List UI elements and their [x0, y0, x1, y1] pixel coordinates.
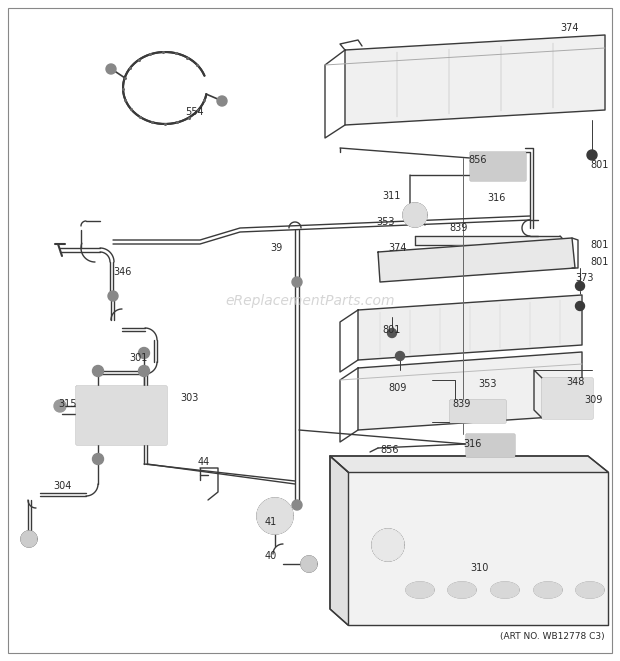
Text: 316: 316: [487, 193, 505, 203]
Polygon shape: [330, 456, 608, 472]
Bar: [450, 400, 505, 422]
Polygon shape: [378, 238, 575, 282]
Circle shape: [301, 556, 317, 572]
Circle shape: [388, 329, 397, 338]
Circle shape: [292, 277, 302, 287]
Text: 310: 310: [470, 563, 489, 573]
Polygon shape: [358, 295, 582, 360]
Circle shape: [106, 64, 116, 74]
Polygon shape: [76, 386, 166, 444]
Text: 353: 353: [478, 379, 497, 389]
Text: 839: 839: [452, 399, 471, 409]
Ellipse shape: [534, 582, 562, 598]
Text: 311: 311: [382, 191, 401, 201]
Text: 316: 316: [463, 439, 481, 449]
Circle shape: [257, 498, 293, 534]
Text: 801: 801: [382, 325, 401, 335]
Text: 374: 374: [560, 23, 578, 33]
Circle shape: [21, 531, 37, 547]
Text: 374: 374: [388, 243, 407, 253]
Text: 801: 801: [590, 257, 608, 267]
Ellipse shape: [406, 582, 434, 598]
Text: 856: 856: [468, 155, 487, 165]
Text: 373: 373: [575, 273, 593, 283]
Text: 301: 301: [129, 353, 148, 363]
Ellipse shape: [491, 582, 519, 598]
Text: 353: 353: [376, 217, 394, 227]
Circle shape: [92, 453, 104, 465]
Polygon shape: [348, 472, 608, 625]
Circle shape: [92, 366, 104, 377]
Circle shape: [108, 291, 118, 301]
Text: 346: 346: [113, 267, 131, 277]
Circle shape: [54, 400, 66, 412]
Text: 40: 40: [265, 551, 277, 561]
Circle shape: [138, 348, 149, 358]
Polygon shape: [345, 35, 605, 125]
Bar: [470, 152, 525, 180]
Text: 309: 309: [584, 395, 603, 405]
Text: 41: 41: [265, 517, 277, 527]
Ellipse shape: [576, 582, 604, 598]
Circle shape: [575, 282, 585, 290]
Text: 801: 801: [590, 160, 608, 170]
Polygon shape: [358, 352, 582, 430]
Circle shape: [575, 301, 585, 311]
Circle shape: [138, 366, 149, 377]
Circle shape: [587, 150, 597, 160]
Text: 303: 303: [180, 393, 198, 403]
Text: 39: 39: [270, 243, 282, 253]
Circle shape: [292, 500, 302, 510]
Text: 304: 304: [53, 481, 71, 491]
Circle shape: [403, 203, 427, 227]
Circle shape: [217, 96, 227, 106]
Text: 801: 801: [590, 240, 608, 250]
Text: (ART NO. WB12778 C3): (ART NO. WB12778 C3): [500, 632, 605, 641]
Text: 315: 315: [58, 399, 76, 409]
Text: 856: 856: [380, 445, 399, 455]
Circle shape: [396, 352, 404, 360]
Text: 554: 554: [185, 107, 203, 117]
Text: 839: 839: [449, 223, 467, 233]
Text: 44: 44: [198, 457, 210, 467]
Text: 809: 809: [388, 383, 406, 393]
Text: eReplacementParts.com: eReplacementParts.com: [225, 293, 395, 307]
Polygon shape: [330, 456, 348, 625]
FancyBboxPatch shape: [542, 377, 592, 418]
Circle shape: [372, 529, 404, 561]
Text: 348: 348: [566, 377, 585, 387]
Ellipse shape: [448, 582, 476, 598]
Bar: [466, 434, 514, 456]
